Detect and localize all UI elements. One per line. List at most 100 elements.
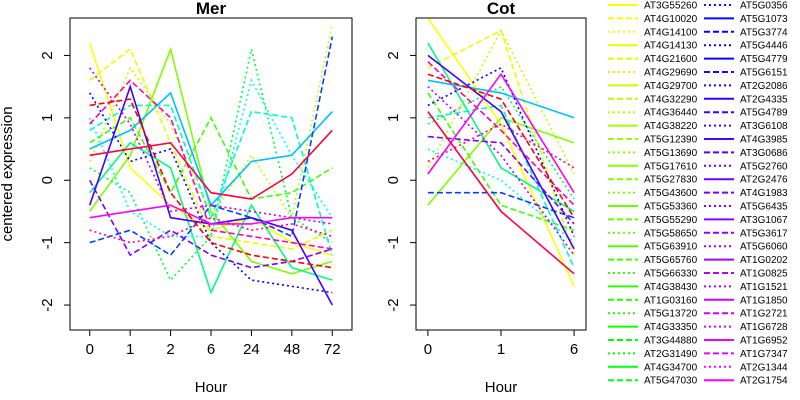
series-line bbox=[427, 72, 575, 194]
legend-label: AT4G33350 bbox=[644, 322, 698, 333]
series-line bbox=[89, 79, 333, 250]
legend-label: AT4G10020 bbox=[644, 14, 698, 25]
x-tick-label: 0 bbox=[86, 341, 94, 358]
mer-title: Mer bbox=[196, 0, 227, 18]
legend-label: AT1G6952 bbox=[740, 336, 788, 347]
y-tick-label: 0 bbox=[39, 176, 56, 184]
legend-label: AT1G1521 bbox=[740, 282, 788, 293]
legend-label: AT4G29700 bbox=[644, 81, 698, 92]
legend-label: AT5G66330 bbox=[644, 269, 698, 280]
plot-frame bbox=[69, 17, 353, 331]
y-axis-label: centered expression bbox=[0, 106, 16, 241]
legend-label: AT5G3774 bbox=[740, 27, 788, 38]
legend-label: AT2G31490 bbox=[644, 349, 698, 360]
series-line bbox=[89, 204, 333, 225]
y-tick-label: -1 bbox=[39, 236, 56, 249]
x-tick-label: 1 bbox=[497, 341, 505, 358]
legend-label: AT5G3617 bbox=[740, 228, 788, 239]
legend-label: AT5G4789 bbox=[740, 108, 788, 119]
legend-label: AT4G29690 bbox=[644, 68, 698, 79]
series-line bbox=[427, 28, 575, 175]
legend-label: AT5G1073 bbox=[740, 14, 788, 25]
x-axis-label: Hour bbox=[195, 379, 228, 396]
legend-label: AT5G43600 bbox=[644, 188, 698, 199]
legend-label: AT5G17610 bbox=[644, 161, 698, 172]
series-line bbox=[427, 79, 575, 119]
legend-label: AT4G14130 bbox=[644, 41, 698, 52]
series-line bbox=[89, 67, 333, 225]
legend-label: AT4G1983 bbox=[740, 188, 788, 199]
legend-label: AT3G6108 bbox=[740, 121, 788, 132]
series-line bbox=[427, 104, 575, 268]
series-line bbox=[89, 104, 334, 256]
legend-label: AT2G2086 bbox=[740, 81, 788, 92]
cot-panel: Cot 0 1 6 -2 -1 0 1 2 Hour bbox=[385, 0, 587, 396]
legend-label: AT4G14100 bbox=[644, 27, 698, 38]
y-tick-label: 0 bbox=[385, 176, 402, 184]
x-tick-label: 2 bbox=[166, 341, 174, 358]
legend-label: AT4G21600 bbox=[644, 54, 698, 65]
x-axis-label: Hour bbox=[485, 379, 518, 396]
legend-label: AT2G4335 bbox=[740, 94, 788, 105]
x-tick-label: 72 bbox=[324, 341, 341, 358]
x-tick-label: 6 bbox=[570, 341, 578, 358]
legend-label: AT4G3985 bbox=[740, 135, 788, 146]
legend-label: AT2G2476 bbox=[740, 175, 788, 186]
legend-label: AT3G1067 bbox=[740, 215, 788, 226]
legend-label: AT5G55290 bbox=[644, 215, 698, 226]
series-line bbox=[89, 216, 333, 244]
y-tick-label: 1 bbox=[39, 114, 56, 122]
legend-label: AT5G53360 bbox=[644, 202, 698, 213]
legend-label: AT5G12390 bbox=[644, 135, 698, 146]
legend-label: AT5G58650 bbox=[644, 228, 698, 239]
legend-label: AT4G36440 bbox=[644, 108, 698, 119]
legend-label: AT5G6435 bbox=[740, 202, 788, 213]
series-line bbox=[89, 46, 333, 275]
legend-label: AT3G44880 bbox=[644, 336, 698, 347]
mer-panel: Mer 0 1 2 6 24 48 72 -2 -1 0 1 2 Hour centered express… bbox=[0, 0, 353, 396]
y-tick-label: 2 bbox=[39, 51, 56, 59]
cot-title: Cot bbox=[487, 0, 516, 18]
legend-label: AT5G13690 bbox=[644, 148, 698, 159]
legend-label: AT1G03160 bbox=[644, 295, 698, 306]
legend-label: AT4G38430 bbox=[644, 282, 698, 293]
legend-label: AT5G2760 bbox=[740, 161, 788, 172]
series-line bbox=[89, 47, 333, 250]
series-line bbox=[427, 85, 575, 200]
series-line bbox=[427, 61, 575, 206]
series-line bbox=[427, 116, 575, 206]
series-line bbox=[427, 17, 575, 287]
x-tick-label: 1 bbox=[126, 341, 134, 358]
y-tick-label: -2 bbox=[385, 298, 402, 311]
legend-label: AT1G1850 bbox=[740, 295, 788, 306]
y-tick-label: 1 bbox=[385, 114, 402, 122]
legend-label: AT5G6151 bbox=[740, 68, 788, 79]
legend-label: AT1G6728 bbox=[740, 322, 788, 333]
series-line bbox=[89, 116, 333, 200]
legend-label: AT5G63910 bbox=[644, 242, 698, 253]
legend-label: AT2G1344 bbox=[740, 362, 788, 373]
legend-label: AT5G6060 bbox=[740, 242, 788, 253]
legend-label: AT4G32290 bbox=[644, 94, 698, 105]
series-line bbox=[427, 111, 575, 275]
series-line bbox=[89, 98, 333, 269]
legend-label: AT3G0686 bbox=[740, 148, 788, 159]
legend-label: AT4G34700 bbox=[644, 362, 698, 373]
legend-label: AT5G47030 bbox=[644, 376, 698, 387]
series-line bbox=[89, 129, 333, 200]
legend-label: AT5G65760 bbox=[644, 255, 698, 266]
y-tick-label: -2 bbox=[39, 298, 56, 311]
y-tick-label: -1 bbox=[385, 236, 402, 249]
legend-label: AT1G0202 bbox=[740, 255, 788, 266]
legend-label: AT5G27830 bbox=[644, 175, 698, 186]
legend-label: AT5G4779 bbox=[740, 54, 788, 65]
legend-label: AT4G38220 bbox=[644, 121, 698, 132]
y-tick-label: 2 bbox=[385, 51, 402, 59]
legend-label: AT5G0356 bbox=[740, 1, 788, 12]
x-tick-label: 48 bbox=[283, 341, 300, 358]
series-line bbox=[427, 73, 575, 219]
legend-label: AT3G55260 bbox=[644, 1, 698, 12]
x-tick-label: 0 bbox=[424, 341, 432, 358]
legend-label: AT2G1754 bbox=[740, 376, 788, 387]
legend-label: AT5G4446 bbox=[740, 41, 788, 52]
